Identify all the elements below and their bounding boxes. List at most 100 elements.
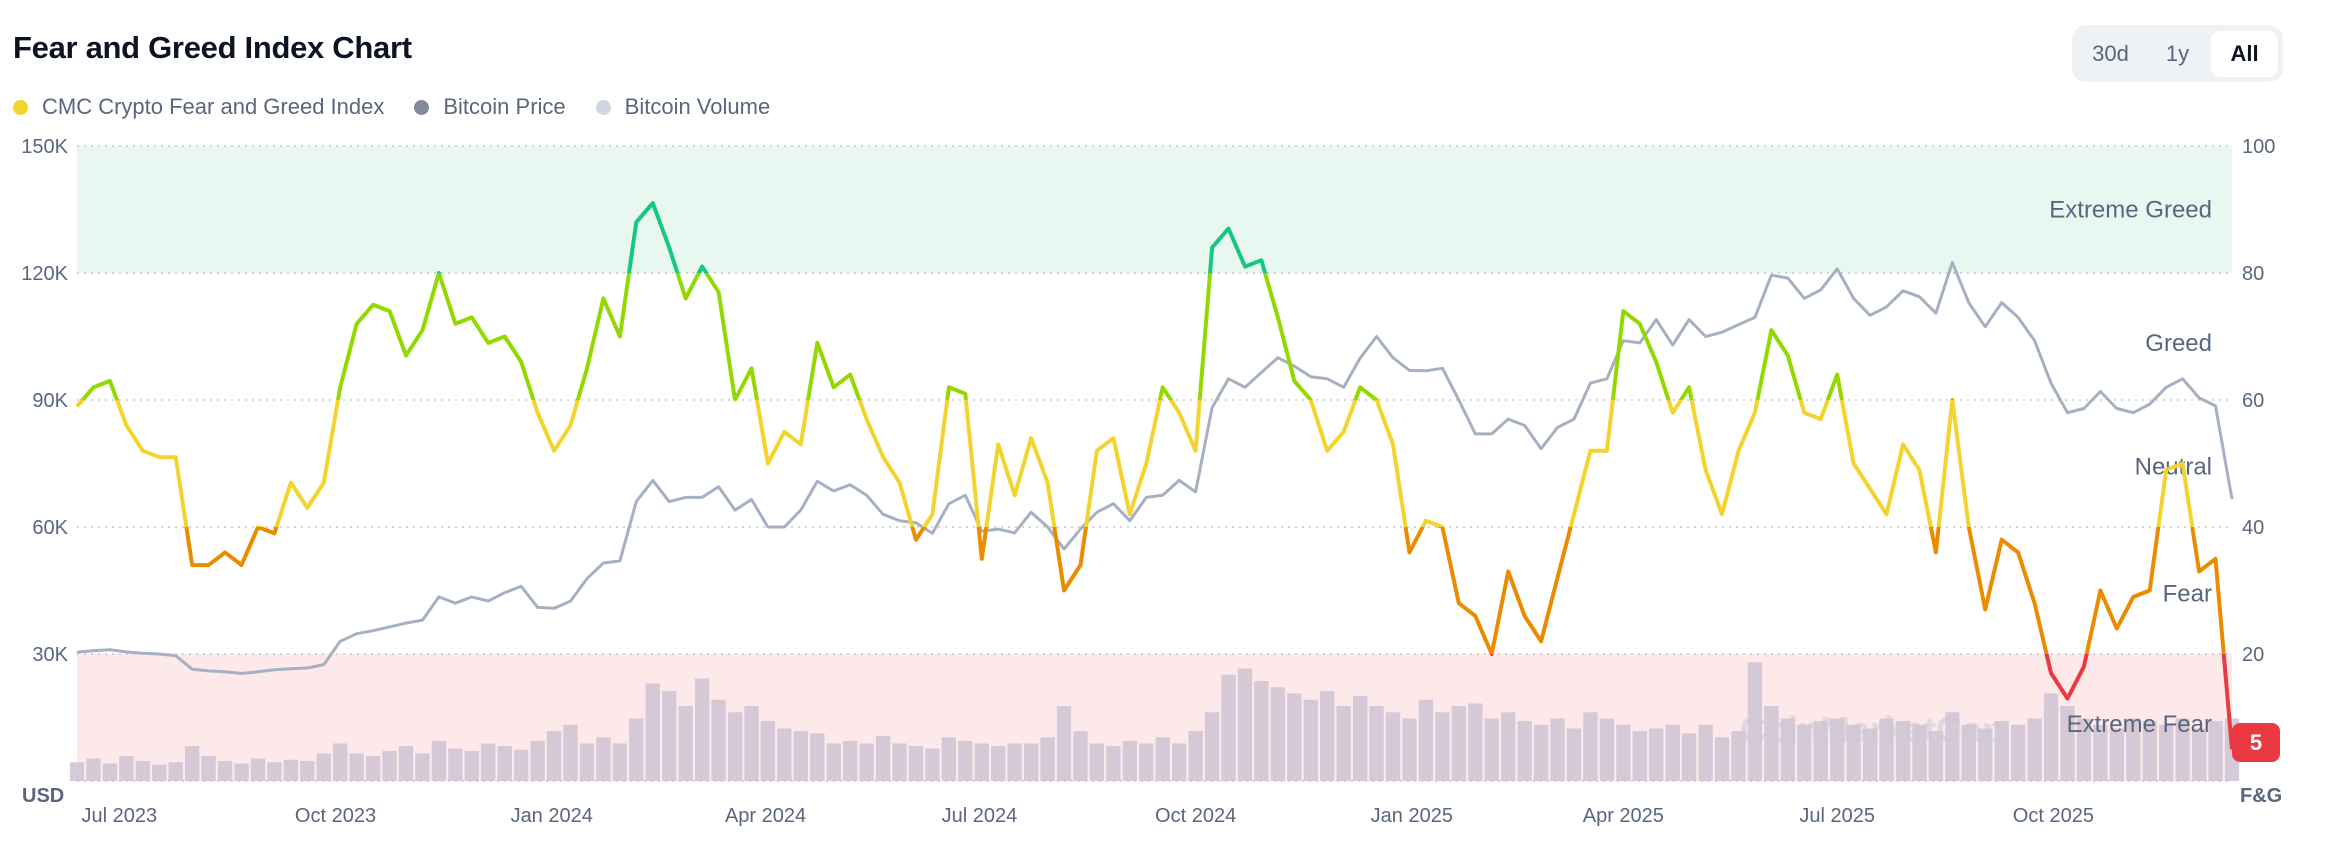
volume-bar bbox=[2126, 718, 2141, 781]
volume-bar bbox=[497, 746, 512, 781]
volume-bar bbox=[69, 762, 85, 781]
chart-title: Fear and Greed Index Chart bbox=[13, 30, 412, 65]
volume-bar bbox=[1533, 724, 1549, 781]
x-axis-tick-label: Jul 2025 bbox=[1799, 805, 1875, 827]
volume-bar bbox=[1698, 724, 1713, 781]
right-axis-unit-label: F&G bbox=[2240, 785, 2282, 807]
x-axis-tick-label: Jan 2024 bbox=[511, 805, 593, 827]
volume-bar bbox=[711, 699, 726, 781]
volume-bar bbox=[1747, 662, 1763, 781]
volume-bar bbox=[1649, 728, 1664, 781]
volume-bar bbox=[1007, 743, 1022, 781]
volume-bar bbox=[1287, 693, 1302, 781]
range-all-button[interactable]: All bbox=[2211, 30, 2278, 77]
volume-bar bbox=[1451, 706, 1466, 781]
volume-bar bbox=[727, 712, 743, 781]
volume-bar bbox=[1731, 731, 1746, 781]
x-axis-tick-label: Jan 2025 bbox=[1371, 805, 1453, 827]
volume-bar bbox=[1385, 712, 1401, 781]
volume-bar bbox=[1418, 699, 1434, 781]
volume-bar bbox=[694, 678, 710, 781]
volume-bar bbox=[119, 756, 134, 781]
left-axis-tick-label: 60K bbox=[32, 517, 68, 539]
volume-bar bbox=[1204, 712, 1220, 781]
legend-dot-fear-greed bbox=[13, 99, 28, 115]
legend-label: Bitcoin Price bbox=[443, 94, 566, 119]
volume-bar bbox=[958, 741, 973, 781]
volume-bar bbox=[596, 737, 611, 781]
coinmarketcap-watermark: CoinMarketCap bbox=[1740, 709, 2004, 750]
right-axis-tick-label: 80 bbox=[2242, 263, 2264, 285]
bitcoin-price-line bbox=[76, 260, 2234, 675]
volume-bar bbox=[1813, 721, 1828, 781]
volume-bar bbox=[382, 751, 397, 781]
volume-bar bbox=[1501, 712, 1516, 781]
legend-item-fear-greed[interactable]: CMC Crypto Fear and Greed Index bbox=[13, 94, 384, 120]
volume-bar bbox=[1665, 724, 1680, 781]
x-axis-tick-label: Oct 2023 bbox=[295, 805, 376, 827]
volume-bar bbox=[1681, 733, 1697, 781]
volume-bar bbox=[2093, 724, 2108, 781]
volume-bar bbox=[415, 753, 430, 781]
volume-bar bbox=[662, 691, 677, 781]
legend-item-bitcoin-volume[interactable]: Bitcoin Volume bbox=[595, 94, 770, 120]
legend-item-bitcoin-price[interactable]: Bitcoin Price bbox=[414, 94, 566, 120]
volume-bar bbox=[908, 746, 924, 781]
volume-bar bbox=[2159, 724, 2174, 781]
volume-bar bbox=[925, 748, 940, 781]
volume-bar bbox=[333, 743, 348, 781]
volume-bar bbox=[513, 749, 529, 781]
x-axis-tick-label: Jul 2023 bbox=[81, 805, 157, 827]
volume-bar bbox=[563, 724, 578, 781]
legend-dot-bitcoin-volume bbox=[595, 99, 611, 115]
volume-bar bbox=[250, 758, 266, 781]
volume-bar bbox=[1862, 728, 1878, 781]
volume-bar bbox=[1122, 741, 1137, 781]
volume-bar bbox=[1895, 721, 1911, 781]
volume-bar bbox=[1468, 703, 1483, 781]
legend-dot-bitcoin-price bbox=[414, 99, 430, 115]
volume-bar bbox=[777, 728, 792, 781]
volume-bar bbox=[1583, 712, 1598, 781]
left-axis-tick-label: 150K bbox=[21, 136, 68, 158]
volume-bar bbox=[86, 758, 101, 781]
volume-bar bbox=[481, 743, 496, 781]
volume-bar bbox=[1023, 743, 1039, 781]
volume-bar bbox=[2109, 728, 2125, 781]
left-axis-unit-label: USD bbox=[22, 785, 64, 807]
volume-bar bbox=[2010, 724, 2026, 781]
volume-bar bbox=[546, 731, 562, 781]
volume-bar bbox=[612, 743, 628, 781]
volume-bar bbox=[102, 763, 118, 781]
volume-bar bbox=[168, 762, 183, 781]
zone-label-fear: Fear bbox=[2163, 581, 2212, 608]
volume-bar bbox=[1780, 718, 1796, 781]
zone-label-extreme-fear: Extreme Fear bbox=[2067, 711, 2212, 738]
volume-bar bbox=[859, 743, 874, 781]
volume-bar bbox=[1616, 724, 1631, 781]
range-30d-button[interactable]: 30d bbox=[2077, 31, 2144, 77]
volume-bar bbox=[316, 753, 331, 781]
volume-bar bbox=[1912, 724, 1927, 781]
volume-bar bbox=[1961, 724, 1976, 781]
volume-bar bbox=[349, 753, 364, 781]
volume-bar bbox=[1320, 691, 1335, 781]
left-axis-tick-label: 120K bbox=[21, 263, 68, 285]
volume-bar bbox=[464, 751, 479, 781]
volume-bar bbox=[1139, 743, 1154, 781]
volume-bar bbox=[1106, 746, 1121, 781]
volume-bar bbox=[826, 743, 841, 781]
volume-bar bbox=[1632, 731, 1647, 781]
range-1y-button[interactable]: 1y bbox=[2144, 31, 2211, 77]
x-axis-tick-label: Oct 2025 bbox=[2013, 805, 2094, 827]
x-axis-tick-label: Apr 2024 bbox=[725, 805, 806, 827]
volume-bar bbox=[1172, 743, 1187, 781]
volume-bar bbox=[1188, 731, 1203, 781]
volume-bar bbox=[1764, 706, 1779, 781]
x-axis-tick-label: Apr 2025 bbox=[1583, 805, 1664, 827]
volume-bar bbox=[1073, 731, 1088, 781]
volume-bar bbox=[2076, 718, 2092, 781]
volume-bar bbox=[1797, 724, 1812, 781]
volume-bar bbox=[1599, 718, 1615, 781]
